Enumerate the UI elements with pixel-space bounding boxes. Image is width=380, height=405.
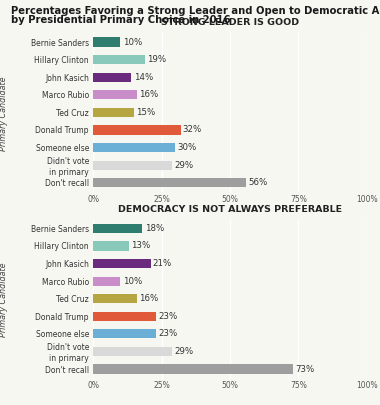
Text: 23%: 23% (158, 329, 177, 338)
Bar (93, 90, 137, 99)
Bar (93, 108, 134, 117)
Text: 18%: 18% (144, 224, 164, 233)
Text: Primary Candidate: Primary Candidate (0, 76, 8, 151)
Text: 16%: 16% (139, 90, 158, 99)
Title: DEMOCRACY IS NOT ALWAYS PREFERABLE: DEMOCRACY IS NOT ALWAYS PREFERABLE (118, 205, 342, 214)
Text: 10%: 10% (123, 277, 142, 286)
Bar (93, 224, 142, 233)
Title: STRONG LEADER IS GOOD: STRONG LEADER IS GOOD (161, 19, 299, 28)
Text: 16%: 16% (139, 294, 158, 303)
Bar (93, 126, 180, 134)
Text: 32%: 32% (183, 126, 202, 134)
Bar (93, 38, 120, 47)
Text: 14%: 14% (134, 73, 153, 82)
Text: 30%: 30% (177, 143, 196, 152)
Bar (93, 160, 173, 170)
Text: 29%: 29% (175, 347, 194, 356)
Text: 21%: 21% (153, 259, 172, 268)
Bar (93, 347, 173, 356)
Bar (93, 143, 175, 152)
Bar (93, 55, 145, 64)
Bar (93, 72, 131, 82)
Text: 10%: 10% (123, 38, 142, 47)
Text: 23%: 23% (158, 312, 177, 321)
Text: 19%: 19% (147, 55, 166, 64)
Text: Primary Candidate: Primary Candidate (0, 262, 8, 337)
Text: Percentages Favoring a Strong Leader and Open to Democratic Alternatives: Percentages Favoring a Strong Leader and… (11, 6, 380, 16)
Text: 73%: 73% (295, 364, 314, 373)
Bar (93, 364, 293, 373)
Bar (93, 241, 129, 251)
Bar (93, 277, 120, 286)
Bar (93, 259, 150, 268)
Bar (93, 312, 156, 321)
Bar (93, 329, 156, 339)
Text: 13%: 13% (131, 241, 150, 250)
Bar (93, 178, 246, 187)
Bar (93, 294, 137, 303)
Text: 29%: 29% (175, 161, 194, 170)
Text: 56%: 56% (249, 178, 268, 187)
Text: by Presidential Primary Choice in 2016: by Presidential Primary Choice in 2016 (11, 15, 231, 26)
Text: 15%: 15% (136, 108, 155, 117)
